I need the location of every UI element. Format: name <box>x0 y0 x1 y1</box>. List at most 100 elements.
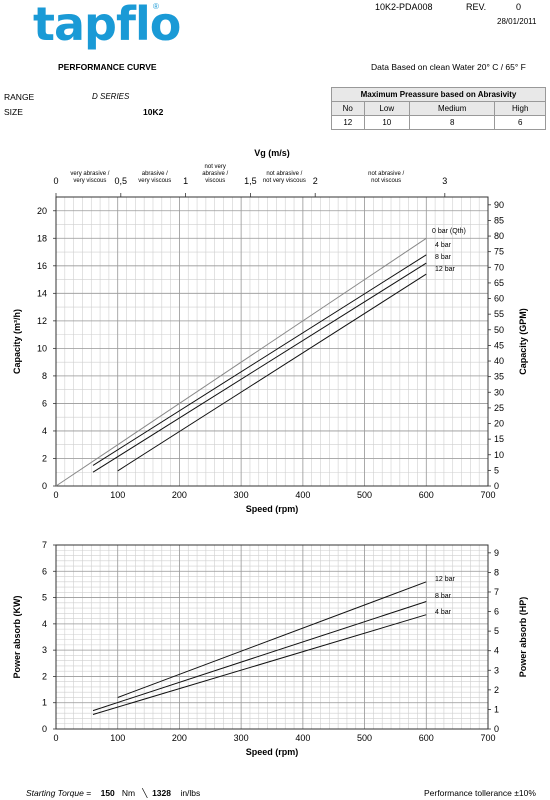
y2-tick-label: 85 <box>494 215 504 225</box>
y2-tick-label: 70 <box>494 262 504 272</box>
starting-torque-label: Starting Torque = <box>26 788 92 798</box>
zone-label: not abrasive / <box>266 171 302 177</box>
series-label: 8 bar <box>435 254 452 261</box>
y2-tick-label: 20 <box>494 419 504 429</box>
top-tick-label: 1,5 <box>244 176 257 186</box>
x-tick-label: 200 <box>172 490 187 500</box>
abrasivity-col-header: Low <box>363 101 411 116</box>
document-reference: 10K2-PDA008 <box>375 2 433 12</box>
x-tick-label: 500 <box>357 733 372 743</box>
plot-frame <box>55 544 489 730</box>
y2-tick-label: 40 <box>494 356 504 366</box>
abrasivity-table-title: Maximum Preassure based on Abrasivity <box>331 87 546 102</box>
y-axis-label: Capacity (m³/h) <box>12 309 22 374</box>
zone-label: abrasive / <box>142 171 168 177</box>
zone-label: not very <box>205 164 226 170</box>
x-tick-label: 700 <box>480 490 495 500</box>
y2-tick-label: 5 <box>494 626 499 636</box>
y2-tick-label: 25 <box>494 403 504 413</box>
series-line <box>92 614 427 715</box>
brand-logo: tapflo <box>33 0 181 51</box>
y-tick-label: 1 <box>42 698 47 708</box>
page-title: PERFORMANCE CURVE <box>58 62 157 72</box>
top-tick-label: 1 <box>183 176 188 186</box>
y-tick-label: 4 <box>42 426 47 436</box>
y2-tick-label: 9 <box>494 548 499 558</box>
series-label: 4 bar <box>435 242 452 249</box>
y-tick-label: 20 <box>37 206 47 216</box>
y-tick-label: 12 <box>37 316 47 326</box>
y-tick-label: 3 <box>42 645 47 655</box>
x-tick-label: 100 <box>110 490 125 500</box>
starting-torque-nm-unit: Nm <box>121 788 136 798</box>
y2-tick-label: 4 <box>494 646 499 656</box>
series-line <box>92 601 427 712</box>
abrasivity-pressure-cell: 8 <box>408 115 496 130</box>
y-tick-label: 18 <box>37 233 47 243</box>
x-tick-label: 200 <box>172 733 187 743</box>
x-tick-label: 300 <box>234 733 249 743</box>
y2-tick-label: 0 <box>494 481 499 491</box>
y2-tick-label: 65 <box>494 278 504 288</box>
zone-label: not abrasive / <box>368 171 404 177</box>
zone-label: abrasive / <box>202 171 228 177</box>
starting-torque: Starting Torque = 150 Nm ╲ 1328 in/lbs <box>26 788 200 799</box>
zone-label: very abrasive / <box>70 171 109 177</box>
registered-mark: ® <box>153 2 159 11</box>
x-tick-label: 400 <box>295 733 310 743</box>
y2-tick-label: 45 <box>494 340 504 350</box>
y2-tick-label: 10 <box>494 450 504 460</box>
performance-tolerance: Performance tollerance ±10% <box>424 788 536 798</box>
data-basis-note: Data Based on clean Water 20° C / 65° F <box>371 62 526 72</box>
x-tick-label: 700 <box>480 733 495 743</box>
series-label: 4 bar <box>435 609 452 616</box>
revision-value: 0 <box>516 2 522 12</box>
range-label: RANGE <box>4 92 35 102</box>
series-line <box>92 254 427 466</box>
y2-tick-label: 80 <box>494 231 504 241</box>
abrasivity-table: Maximum Preassure based on Abrasivity No… <box>331 87 546 130</box>
series-label: 0 bar (Qth) <box>432 228 466 235</box>
y2-tick-label: 2 <box>494 685 499 695</box>
series-label: 8 bar <box>435 593 452 600</box>
y2-tick-label: 30 <box>494 387 504 397</box>
y-tick-label: 7 <box>42 540 47 550</box>
y2-tick-label: 1 <box>494 704 499 714</box>
range-value: D SERIES <box>92 92 130 101</box>
zone-label: not very viscous <box>263 178 306 184</box>
starting-torque-inlbs: 1328 <box>152 788 171 798</box>
y2-tick-label: 75 <box>494 247 504 257</box>
series-line <box>92 262 427 473</box>
y2-tick-label: 5 <box>494 465 499 475</box>
top-tick-label: 2 <box>313 176 318 186</box>
series-label: 12 bar <box>435 576 456 583</box>
y2-tick-label: 6 <box>494 607 499 617</box>
y2-tick-label: 60 <box>494 294 504 304</box>
y-tick-label: 14 <box>37 288 47 298</box>
y2-tick-label: 8 <box>494 567 499 577</box>
y2-axis-label: Capacity (GPM) <box>518 308 528 375</box>
y-tick-label: 16 <box>37 261 47 271</box>
zone-label: not viscous <box>371 178 401 184</box>
y-tick-label: 2 <box>42 671 47 681</box>
x-tick-label: 600 <box>419 733 434 743</box>
y2-tick-label: 15 <box>494 434 504 444</box>
y2-tick-label: 3 <box>494 665 499 675</box>
abrasivity-col-header: High <box>494 101 546 116</box>
y-tick-label: 2 <box>42 453 47 463</box>
y-axis-label: Power absorb (KW) <box>12 595 22 678</box>
x-axis-label: Speed (rpm) <box>246 504 299 514</box>
abrasivity-col-header: Medium <box>408 101 496 116</box>
top-tick-label: 0,5 <box>115 176 128 186</box>
x-tick-label: 500 <box>357 490 372 500</box>
zone-label: viscous <box>205 178 225 184</box>
starting-torque-nm: 150 <box>100 788 115 798</box>
x-tick-label: 300 <box>234 490 249 500</box>
document-date: 28/01/2011 <box>497 17 537 26</box>
y2-tick-label: 7 <box>494 587 499 597</box>
y-tick-label: 0 <box>42 481 47 491</box>
series-line <box>55 237 427 487</box>
x-tick-label: 600 <box>419 490 434 500</box>
series-label: 12 bar <box>435 266 456 273</box>
